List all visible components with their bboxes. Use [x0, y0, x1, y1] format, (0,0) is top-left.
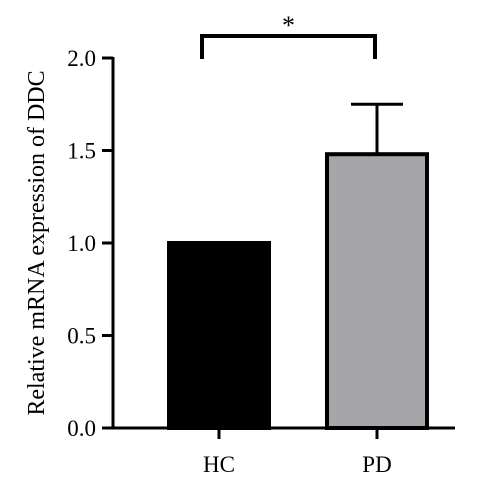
- y-tick-label: 0.0: [67, 416, 96, 441]
- significance-bracket-line: [200, 34, 377, 59]
- y-tick-label: 2.0: [67, 46, 96, 71]
- y-axis-ticks: 0.0 0.5 1.0 1.5 2.0: [67, 46, 113, 441]
- y-tick-label: 0.5: [67, 324, 96, 349]
- significance-label: *: [282, 11, 295, 40]
- x-tick-label-pd: PD: [362, 452, 391, 477]
- significance-bracket: *: [200, 11, 377, 59]
- error-bars: [351, 102, 403, 155]
- x-tick-label-hc: HC: [203, 452, 235, 477]
- bar-hc: [167, 241, 271, 430]
- y-axis-title: Relative mRNA expression of DDC: [24, 70, 50, 415]
- bars: [167, 152, 429, 430]
- y-tick-label: 1.5: [67, 139, 96, 164]
- y-tick-label: 1.0: [67, 231, 96, 256]
- x-axis-ticks: HC PD: [203, 428, 392, 477]
- bar-pd: [325, 152, 429, 430]
